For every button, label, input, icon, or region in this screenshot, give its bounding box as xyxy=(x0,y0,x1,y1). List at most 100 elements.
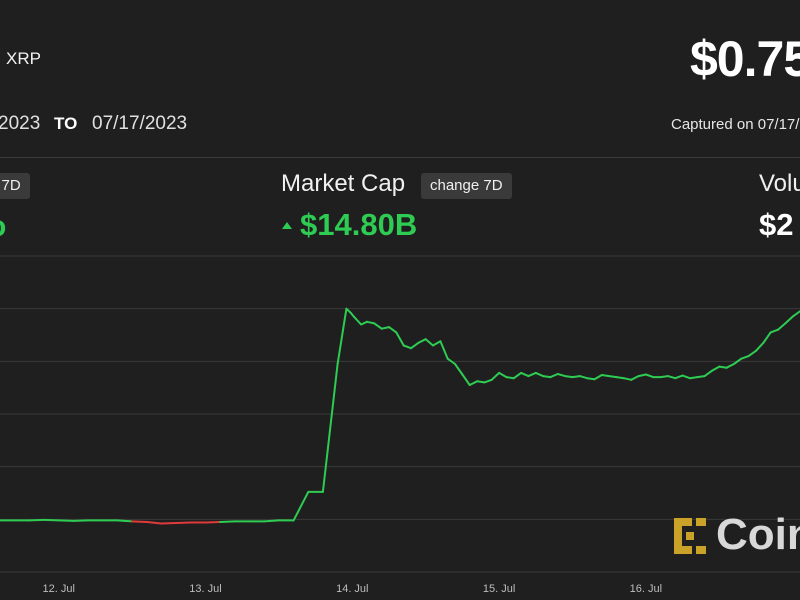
price-line-segment xyxy=(534,371,545,378)
price-line-segment xyxy=(292,490,310,522)
date-to: 07/17/2023 xyxy=(92,113,188,134)
logo-text: Coin xyxy=(716,510,800,559)
price-line-segment xyxy=(769,328,779,334)
price-line-segment xyxy=(791,310,800,318)
market-cap-title: Market Cap xyxy=(281,170,406,197)
change-7d-badge-left[interactable]: e 7D xyxy=(0,173,30,199)
x-tick-label: 15. Jul xyxy=(483,583,515,595)
price-line-segment xyxy=(784,315,794,325)
price-line-segment xyxy=(204,521,222,524)
price-line-segment xyxy=(439,340,449,360)
price-line-segment xyxy=(512,371,523,380)
current-price: $0.75 xyxy=(690,31,800,87)
price-line-segment xyxy=(360,320,368,326)
price-line-segment xyxy=(388,326,398,334)
price-line-segment xyxy=(476,380,486,384)
price-line-segment xyxy=(373,322,383,330)
asset-name: XRP xyxy=(6,49,41,68)
price-line-segment xyxy=(710,365,721,372)
price-line-segment xyxy=(520,371,530,378)
price-line-segment xyxy=(57,519,75,522)
price-line-segment xyxy=(483,378,493,384)
price-line-segment xyxy=(644,373,655,379)
price-line-segment xyxy=(571,375,581,379)
chart-grid xyxy=(0,255,800,573)
price-line-segment xyxy=(674,374,684,380)
price-line-segment xyxy=(424,338,434,347)
price-line-segment xyxy=(175,521,192,524)
price-line-segment xyxy=(446,357,456,365)
price-line-segment xyxy=(352,315,363,326)
price-line-segment xyxy=(777,322,787,331)
price-line-segment xyxy=(762,331,772,344)
price-line-segment xyxy=(432,340,442,347)
price-line-segment xyxy=(688,376,699,380)
price-line-segment xyxy=(461,373,471,386)
price-line-segment xyxy=(622,377,633,381)
price-line-segment xyxy=(345,307,352,314)
price-line-segment xyxy=(417,338,427,344)
price-line-segment xyxy=(380,326,390,330)
price-line-segment xyxy=(219,520,236,523)
price-line-segment xyxy=(747,349,757,358)
coindesk-logo: Coin xyxy=(670,510,800,563)
price-line-segment xyxy=(336,307,348,365)
price-line-segment xyxy=(72,519,90,522)
price-line-segment xyxy=(263,519,280,523)
price-line-segment xyxy=(725,363,735,369)
price-line-segment xyxy=(505,376,515,380)
price-line-segment xyxy=(145,521,163,525)
price-line-segment xyxy=(402,344,412,350)
price-line-segment xyxy=(600,374,611,378)
price-line-segment xyxy=(755,341,765,352)
price-line-segment xyxy=(395,331,405,347)
market-cap-change-7d-badge[interactable]: change 7D xyxy=(421,173,512,199)
price-line-segment xyxy=(549,373,559,379)
price-line-segment xyxy=(454,363,464,376)
price-line-segment xyxy=(43,518,60,522)
price-line-segment xyxy=(732,357,743,365)
price-line-segment xyxy=(578,375,589,380)
price-line-segment xyxy=(666,375,677,380)
price-line-segment xyxy=(696,375,706,379)
price-line-segment xyxy=(556,373,567,378)
price-line-segment xyxy=(131,520,148,523)
price-line-segment xyxy=(681,374,691,380)
price-line-segment xyxy=(490,371,501,381)
price-line-segment xyxy=(366,320,376,325)
price-line-segment xyxy=(542,375,552,379)
price-line-segment xyxy=(630,375,640,381)
price-line xyxy=(0,307,800,525)
price-line-segment xyxy=(608,375,618,379)
price-line-segment xyxy=(703,369,713,378)
price-line-segment xyxy=(498,371,508,379)
price-line-segment xyxy=(637,373,647,378)
price-line-segment xyxy=(564,375,574,379)
x-tick-label: 12. Jul xyxy=(43,583,75,595)
x-tick-label: 16. Jul xyxy=(630,583,662,595)
volume-title: Volu xyxy=(759,170,800,197)
price-line-segment xyxy=(160,522,178,525)
date-from: 2023 xyxy=(0,113,41,134)
price-line-segment xyxy=(321,363,339,493)
left-metric-value: o xyxy=(0,210,6,244)
price-line-segment xyxy=(410,341,420,350)
volume-value: $2 xyxy=(759,207,794,242)
price-line-segment xyxy=(740,355,750,360)
to-label: TO xyxy=(54,114,78,133)
price-line-segment xyxy=(615,376,625,380)
x-tick-label: 13. Jul xyxy=(189,583,221,595)
price-chart[interactable]: 12. Jul 13. Jul 14. Jul 15. Jul 16. Jul xyxy=(0,252,800,600)
header-divider xyxy=(0,157,800,158)
x-tick-label: 14. Jul xyxy=(336,583,368,595)
price-line-segment xyxy=(593,374,603,381)
price-line-segment xyxy=(527,371,537,378)
price-line-segment xyxy=(586,377,596,381)
price-line-segment xyxy=(468,380,479,386)
x-axis-ticks: 12. Jul 13. Jul 14. Jul 15. Jul 16. Jul xyxy=(43,583,663,595)
price-line-segment xyxy=(659,375,669,379)
market-cap-value: $14.80B xyxy=(300,207,418,242)
price-line-segment xyxy=(116,519,134,523)
price-line-segment xyxy=(718,365,728,369)
price-line-segment xyxy=(28,518,45,522)
